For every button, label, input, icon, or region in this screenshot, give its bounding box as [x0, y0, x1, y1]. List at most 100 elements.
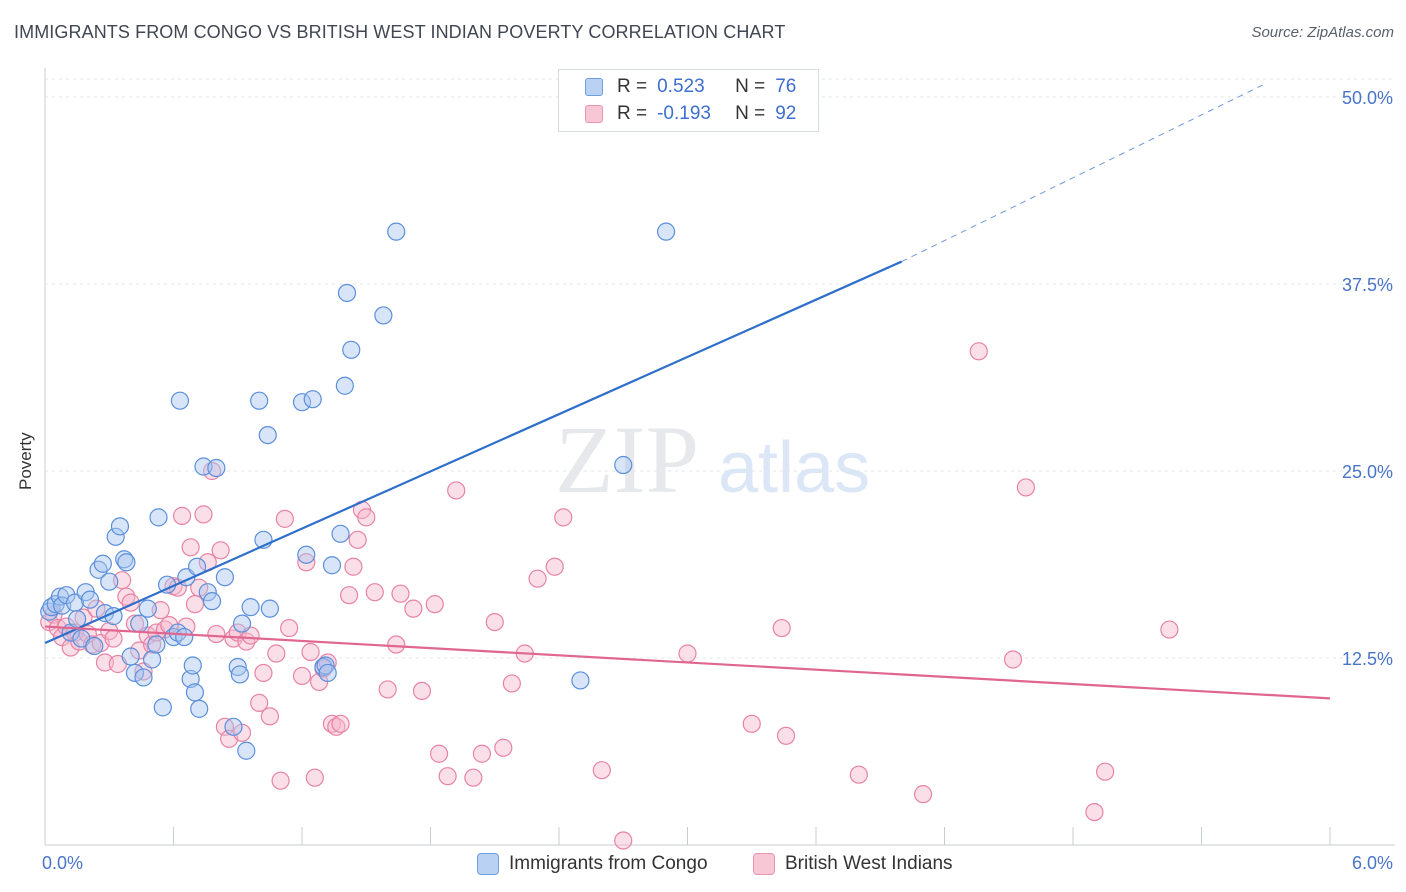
data-point — [913, 785, 933, 804]
data-point — [429, 744, 449, 763]
data-point — [387, 222, 406, 241]
data-point — [357, 508, 376, 527]
data-point — [331, 524, 350, 543]
data-point — [215, 568, 234, 587]
data-point — [271, 771, 290, 790]
data-point — [472, 744, 491, 763]
data-point — [241, 598, 260, 617]
data-point — [656, 222, 676, 241]
data-point — [110, 517, 130, 536]
data-point — [121, 647, 140, 666]
data-point — [391, 584, 410, 603]
data-point — [425, 595, 444, 614]
data-point — [194, 505, 213, 524]
data-point — [678, 644, 697, 663]
data-point — [344, 557, 363, 576]
data-point — [494, 738, 513, 757]
chart-title: IMMIGRANTS FROM CONGO VS BRITISH WEST IN… — [14, 22, 786, 42]
bottom-legend-swatch-pink — [753, 853, 775, 875]
data-point — [104, 629, 123, 648]
trend-line-congo — [44, 260, 903, 645]
data-point — [378, 680, 397, 699]
legend-n-label: N = — [735, 103, 766, 124]
grid-lines — [45, 78, 1395, 659]
correlation-legend: R = 0.523 N = 76 R = -0.193 N = 92 — [558, 69, 819, 132]
data-point — [207, 624, 226, 644]
data-point — [87, 599, 106, 618]
data-point — [1085, 802, 1104, 822]
data-point — [342, 340, 361, 359]
data-point — [571, 671, 590, 690]
data-point — [849, 765, 868, 784]
data-point — [149, 508, 168, 527]
data-point — [250, 693, 269, 712]
data-point — [93, 554, 112, 573]
axes — [44, 68, 1395, 846]
data-point — [348, 530, 367, 549]
data-point — [331, 714, 350, 733]
data-point — [254, 663, 273, 683]
data-point — [297, 553, 316, 572]
legend-r-value: -0.193 — [657, 103, 711, 124]
data-point — [185, 683, 205, 702]
data-point — [1096, 762, 1115, 781]
data-point — [292, 666, 312, 686]
data-point — [85, 636, 104, 656]
watermark: ZIP atlas — [555, 406, 870, 513]
data-point — [228, 657, 247, 677]
data-point — [614, 455, 633, 475]
legend-n-value: 92 — [775, 103, 797, 124]
data-point — [1160, 620, 1179, 639]
data-point — [485, 612, 504, 632]
data-point — [318, 663, 337, 683]
trend-line-congo-extension — [901, 83, 1266, 263]
watermark-atlas: atlas — [718, 428, 870, 508]
data-point — [502, 674, 521, 693]
data-point — [115, 550, 134, 569]
data-point — [183, 656, 202, 675]
data-point — [528, 569, 547, 588]
data-point — [464, 768, 483, 787]
x-tick-labels: 0.0% 6.0% — [42, 853, 1393, 873]
data-point — [267, 644, 286, 663]
data-point — [175, 627, 194, 647]
data-point — [301, 642, 320, 662]
data-point — [614, 831, 633, 850]
data-point — [387, 635, 406, 654]
legend-r-label: R = — [617, 76, 648, 97]
y-tick-labels: 12.5% 25.0% 37.5% 50.0% — [1342, 88, 1393, 669]
data-point — [224, 717, 243, 736]
legend-n-label: N = — [735, 76, 766, 97]
data-point — [190, 699, 209, 718]
x-tick-label: 6.0% — [1352, 853, 1393, 873]
data-point — [170, 391, 190, 410]
data-point — [153, 698, 172, 717]
data-point — [275, 509, 294, 528]
trend-line-bwi — [44, 625, 1331, 700]
data-point — [335, 376, 354, 395]
data-point — [147, 635, 166, 654]
legend-row-congo: R = 0.523 N = 76 — [585, 74, 796, 100]
data-point — [280, 618, 299, 638]
data-point — [100, 572, 119, 591]
data-point — [438, 767, 457, 786]
data-point — [412, 681, 432, 701]
data-point — [207, 458, 226, 478]
legend-swatch-pink — [585, 105, 603, 123]
data-point — [230, 665, 249, 684]
legend-row-bwi: R = -0.193 N = 92 — [585, 101, 796, 127]
data-point — [190, 578, 209, 597]
data-point — [211, 541, 230, 560]
data-point — [134, 668, 153, 687]
y-tick-label: 25.0% — [1342, 462, 1393, 482]
data-point — [198, 583, 217, 602]
data-point — [181, 669, 200, 689]
data-point — [185, 595, 205, 614]
data-point — [142, 650, 162, 669]
data-point — [117, 553, 136, 572]
data-point — [202, 592, 222, 611]
legend-swatch-blue — [585, 78, 603, 96]
data-point — [305, 768, 324, 787]
legend-r-label: R = — [617, 103, 648, 124]
